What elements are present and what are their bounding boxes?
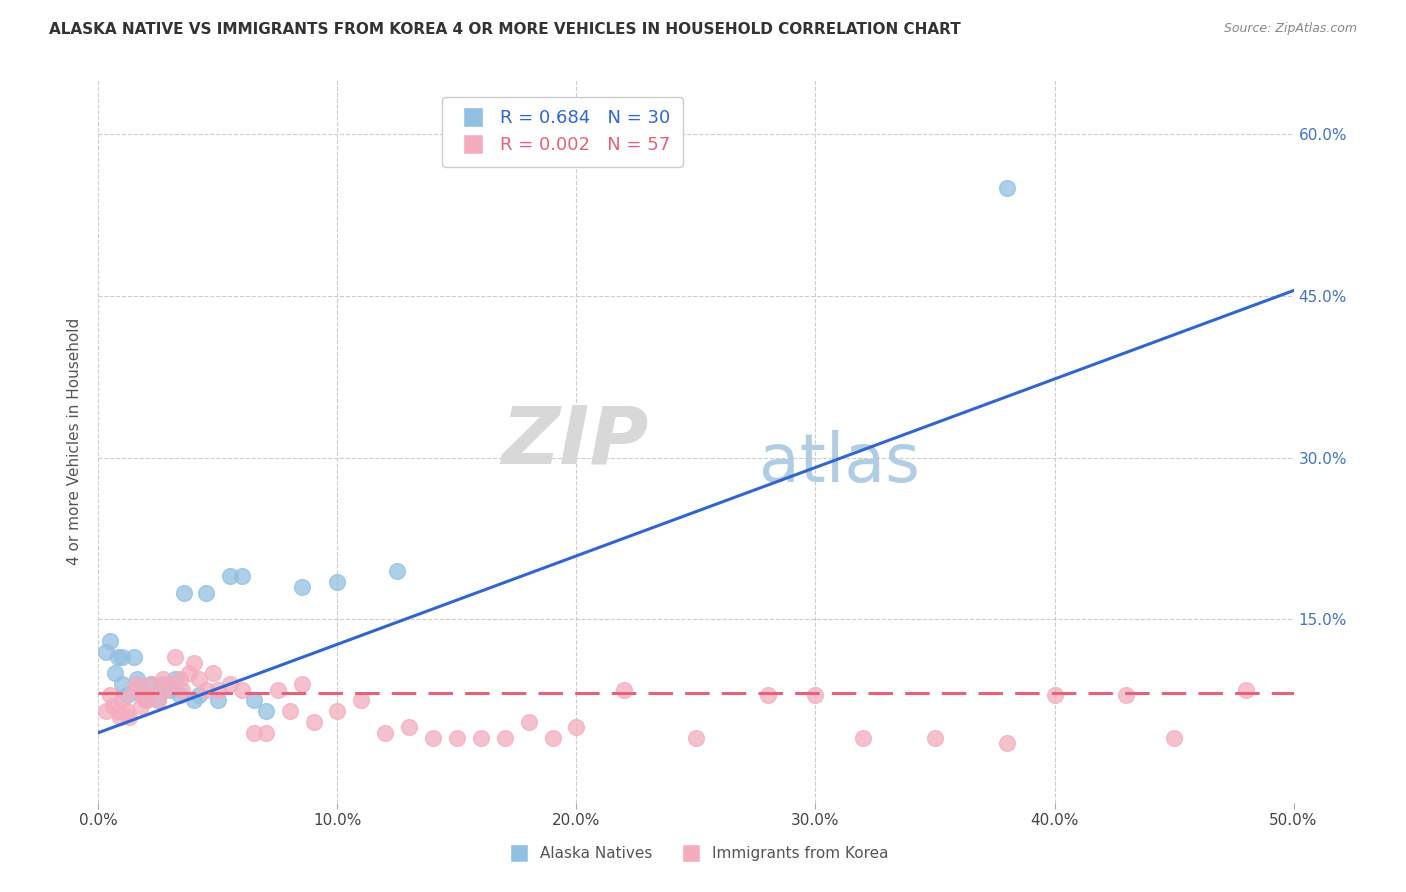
- Point: [131, 688, 153, 702]
- Point: [852, 731, 875, 745]
- Point: [207, 682, 229, 697]
- Text: ZIP: ZIP: [501, 402, 648, 481]
- Point: [302, 714, 325, 729]
- Point: [470, 731, 492, 745]
- Point: [326, 704, 349, 718]
- Point: [148, 693, 170, 707]
- Point: [254, 725, 277, 739]
- Point: [98, 688, 122, 702]
- Point: [98, 634, 122, 648]
- Point: [1234, 682, 1257, 697]
- Point: [139, 677, 162, 691]
- Point: [124, 650, 146, 665]
- Point: [219, 569, 242, 583]
- Point: [231, 682, 253, 697]
- Point: [173, 585, 195, 599]
- Point: [155, 682, 177, 697]
- Point: [111, 677, 134, 691]
- Point: [118, 709, 141, 723]
- Point: [243, 725, 266, 739]
- Point: [278, 704, 301, 718]
- Point: [446, 731, 468, 745]
- Point: [115, 688, 138, 702]
- Point: [187, 688, 209, 702]
- Point: [159, 677, 181, 691]
- Point: [385, 564, 409, 578]
- Y-axis label: 4 or more Vehicles in Household: 4 or more Vehicles in Household: [67, 318, 83, 566]
- Point: [135, 693, 157, 707]
- Point: [243, 693, 266, 707]
- Point: [172, 682, 194, 697]
- Point: [374, 725, 396, 739]
- Point: [187, 672, 209, 686]
- Point: [131, 698, 153, 713]
- Point: [995, 737, 1018, 751]
- Point: [94, 704, 117, 718]
- Point: [132, 688, 155, 702]
- Point: [995, 181, 1018, 195]
- Point: [494, 731, 516, 745]
- Point: [517, 714, 540, 729]
- Point: [291, 580, 314, 594]
- Point: [107, 650, 129, 665]
- Point: [398, 720, 420, 734]
- Point: [139, 677, 162, 691]
- Text: Source: ZipAtlas.com: Source: ZipAtlas.com: [1223, 22, 1357, 36]
- Point: [231, 569, 253, 583]
- Point: [111, 693, 134, 707]
- Point: [179, 666, 201, 681]
- Point: [207, 693, 229, 707]
- Point: [111, 650, 134, 665]
- Point: [541, 731, 564, 745]
- Point: [350, 693, 373, 707]
- Point: [169, 672, 191, 686]
- Point: [107, 704, 129, 718]
- Point: [94, 645, 117, 659]
- Point: [565, 720, 588, 734]
- Point: [152, 677, 174, 691]
- Point: [163, 672, 186, 686]
- Point: [422, 731, 444, 745]
- Point: [1115, 688, 1137, 702]
- Point: [148, 693, 170, 707]
- Point: [125, 672, 148, 686]
- Point: [135, 693, 157, 707]
- Point: [756, 688, 779, 702]
- Point: [104, 666, 127, 681]
- Point: [163, 650, 186, 665]
- Point: [124, 682, 146, 697]
- Point: [291, 677, 314, 691]
- Point: [924, 731, 946, 745]
- Legend: Alaska Natives, Immigrants from Korea: Alaska Natives, Immigrants from Korea: [498, 840, 894, 867]
- Point: [183, 693, 205, 707]
- Point: [101, 698, 124, 713]
- Point: [159, 682, 181, 697]
- Point: [685, 731, 707, 745]
- Text: ALASKA NATIVE VS IMMIGRANTS FROM KOREA 4 OR MORE VEHICLES IN HOUSEHOLD CORRELATI: ALASKA NATIVE VS IMMIGRANTS FROM KOREA 4…: [49, 22, 960, 37]
- Point: [613, 682, 636, 697]
- Point: [267, 682, 290, 697]
- Point: [183, 656, 205, 670]
- Point: [125, 677, 148, 691]
- Point: [326, 574, 349, 589]
- Point: [1043, 688, 1066, 702]
- Point: [219, 677, 242, 691]
- Text: atlas: atlas: [759, 430, 920, 496]
- Point: [195, 585, 218, 599]
- Point: [169, 688, 191, 702]
- Point: [152, 672, 174, 686]
- Point: [115, 704, 138, 718]
- Point: [804, 688, 827, 702]
- Point: [108, 709, 131, 723]
- Point: [202, 666, 225, 681]
- Point: [1163, 731, 1185, 745]
- Point: [254, 704, 277, 718]
- Point: [195, 682, 218, 697]
